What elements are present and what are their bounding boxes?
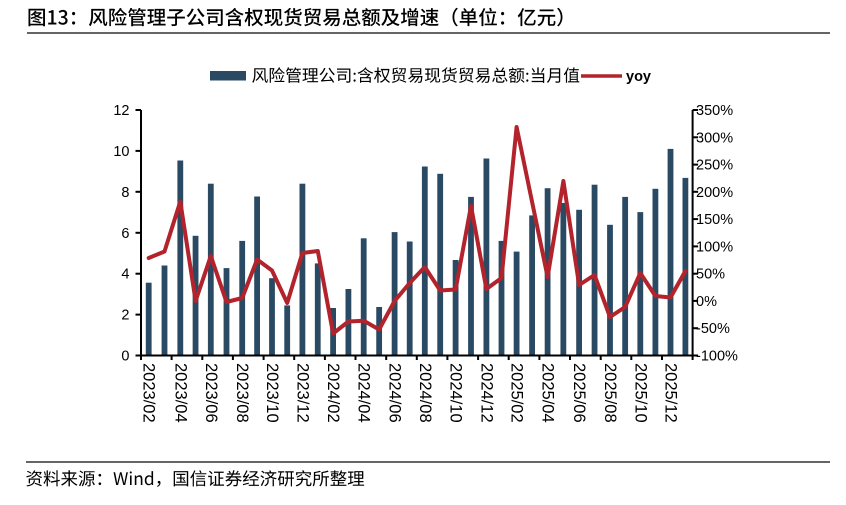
svg-text:2023/10: 2023/10	[263, 363, 281, 423]
svg-text:2025/04: 2025/04	[539, 363, 557, 423]
svg-text:100%: 100%	[696, 239, 733, 255]
svg-text:2024/02: 2024/02	[324, 363, 342, 423]
svg-text:50%: 50%	[696, 267, 725, 283]
svg-text:150%: 150%	[696, 212, 733, 228]
svg-text:8: 8	[121, 185, 129, 201]
svg-text:2: 2	[121, 308, 129, 324]
svg-text:0: 0	[121, 349, 129, 365]
svg-text:2023/04: 2023/04	[171, 363, 189, 423]
svg-text:-100%: -100%	[696, 349, 738, 365]
svg-text:300%: 300%	[696, 130, 733, 146]
svg-text:2024/04: 2024/04	[355, 363, 373, 423]
svg-text:6: 6	[121, 226, 129, 242]
svg-text:-50%: -50%	[696, 321, 730, 337]
svg-text:4: 4	[121, 267, 129, 283]
svg-text:2025/08: 2025/08	[601, 363, 619, 423]
svg-text:2023/12: 2023/12	[293, 363, 311, 423]
svg-text:250%: 250%	[696, 158, 733, 174]
svg-text:2024/06: 2024/06	[386, 363, 404, 423]
svg-text:2025/06: 2025/06	[570, 363, 588, 423]
svg-text:2024/12: 2024/12	[477, 363, 495, 423]
svg-text:yoy: yoy	[626, 69, 651, 85]
svg-text:2023/02: 2023/02	[140, 363, 158, 423]
svg-text:2023/08: 2023/08	[233, 363, 251, 423]
svg-text:200%: 200%	[696, 185, 733, 201]
svg-text:2025/02: 2025/02	[508, 363, 526, 423]
svg-text:12: 12	[113, 103, 129, 119]
svg-text:2025/10: 2025/10	[631, 363, 649, 423]
svg-text:10: 10	[113, 144, 129, 160]
svg-text:2024/10: 2024/10	[447, 363, 465, 423]
svg-text:2024/08: 2024/08	[416, 363, 434, 423]
svg-text:350%: 350%	[696, 103, 733, 119]
svg-text:2025/12: 2025/12	[662, 363, 680, 423]
svg-text:0%: 0%	[696, 294, 717, 310]
svg-text:2023/06: 2023/06	[202, 363, 220, 423]
